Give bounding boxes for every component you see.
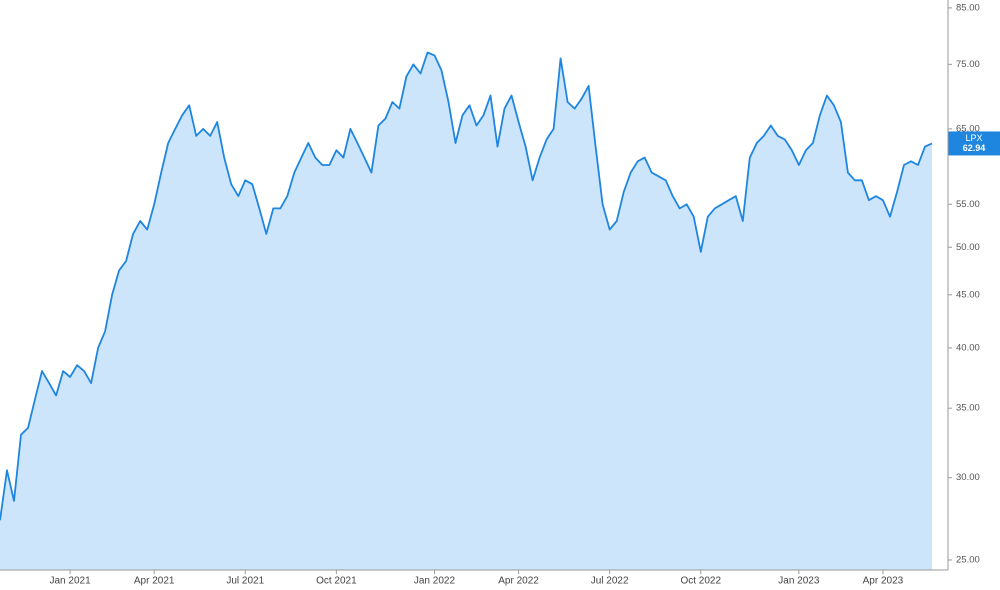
y-tick-label: 35.00 — [956, 403, 980, 414]
y-tick-label: 25.00 — [956, 554, 980, 565]
x-tick-label: Apr 2022 — [498, 576, 539, 587]
y-tick-label: 65.00 — [956, 123, 980, 134]
x-tick-label: Oct 2022 — [680, 576, 721, 587]
y-tick-label: 30.00 — [956, 472, 980, 483]
x-tick-label: Jan 2022 — [414, 576, 456, 587]
x-tick-label: Jul 2021 — [226, 576, 264, 587]
y-tick-label: 40.00 — [956, 342, 980, 353]
x-tick-label: Jan 2021 — [49, 576, 91, 587]
price-tag-value: 62.94 — [963, 143, 986, 153]
y-tick-label: 45.00 — [956, 289, 980, 300]
x-tick-label: Apr 2021 — [134, 576, 175, 587]
y-tick-label: 55.00 — [956, 199, 980, 210]
x-tick-label: Jan 2023 — [778, 576, 820, 587]
x-tick-label: Apr 2023 — [863, 576, 904, 587]
y-tick-label: 50.00 — [956, 242, 980, 253]
y-tick-label: 85.00 — [956, 2, 980, 13]
y-tick-label: 75.00 — [956, 59, 980, 70]
price-line — [0, 51, 933, 521]
area-fill — [0, 52, 932, 570]
x-tick-label: Oct 2021 — [316, 576, 357, 587]
price-tag-bg — [948, 131, 1000, 156]
x-tick-label: Jul 2022 — [591, 576, 629, 587]
price-tag-name: LPX — [965, 133, 982, 143]
